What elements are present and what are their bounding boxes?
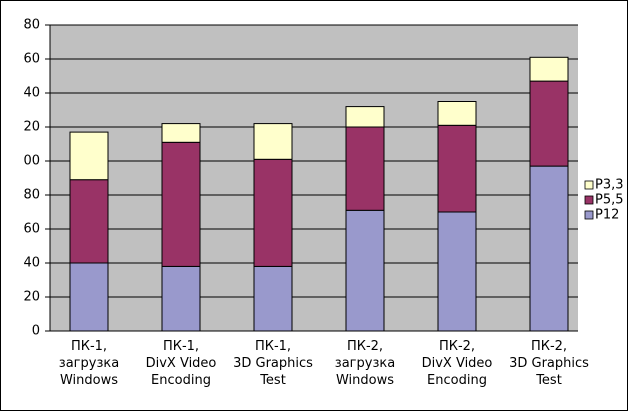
- x-tick-label: ПК-1, 3D Graphics Test: [233, 339, 313, 388]
- x-tick-label: ПК-2, загрузка Windows: [334, 339, 396, 388]
- x-tick-label: ПК-2, DivX Video Encoding: [421, 339, 493, 388]
- bar-segment: [253, 158, 293, 267]
- x-tick-label: ПК-1, DivX Video Encoding: [145, 339, 217, 388]
- y-tick-label: 60: [23, 222, 40, 237]
- y-tick-label: 00: [23, 154, 40, 169]
- bar-segment: [345, 106, 385, 128]
- bar-segment: [253, 265, 293, 332]
- legend-swatch: [584, 210, 594, 220]
- legend-label: P12: [595, 208, 619, 223]
- y-tick-label: 40: [23, 86, 40, 101]
- bar-segment: [345, 126, 385, 211]
- y-tick-label: 20: [23, 290, 40, 305]
- y-tick-label: 60: [23, 52, 40, 67]
- x-tick-label: ПК-1, загрузка Windows: [58, 339, 120, 388]
- bar-segment: [437, 211, 477, 332]
- bar-segment: [437, 124, 477, 213]
- bar-segment: [253, 123, 293, 160]
- x-tick-label: ПК-2, 3D Graphics Test: [509, 339, 589, 388]
- bar-segment: [529, 56, 569, 82]
- bar-segment: [161, 123, 201, 143]
- legend-swatch: [584, 180, 594, 190]
- bar-segment: [161, 141, 201, 267]
- legend-label: P5,5: [595, 193, 624, 208]
- bar-segment: [345, 209, 385, 332]
- bar-segment: [69, 131, 109, 181]
- y-tick-label: 80: [23, 188, 40, 203]
- y-tick-label: 40: [23, 256, 40, 271]
- bar-segment: [161, 265, 201, 332]
- bar-segment: [437, 101, 477, 126]
- legend-label: P3,3: [595, 178, 624, 193]
- bar-segment: [529, 80, 569, 167]
- bar-segment: [69, 179, 109, 264]
- bar-segment: [69, 262, 109, 332]
- y-tick-label: 0: [32, 324, 40, 339]
- bar-segment: [529, 165, 569, 332]
- plot-area: [50, 25, 578, 331]
- y-tick-label: 80: [23, 18, 40, 33]
- y-tick-label: 20: [23, 120, 40, 135]
- legend-swatch: [584, 195, 594, 205]
